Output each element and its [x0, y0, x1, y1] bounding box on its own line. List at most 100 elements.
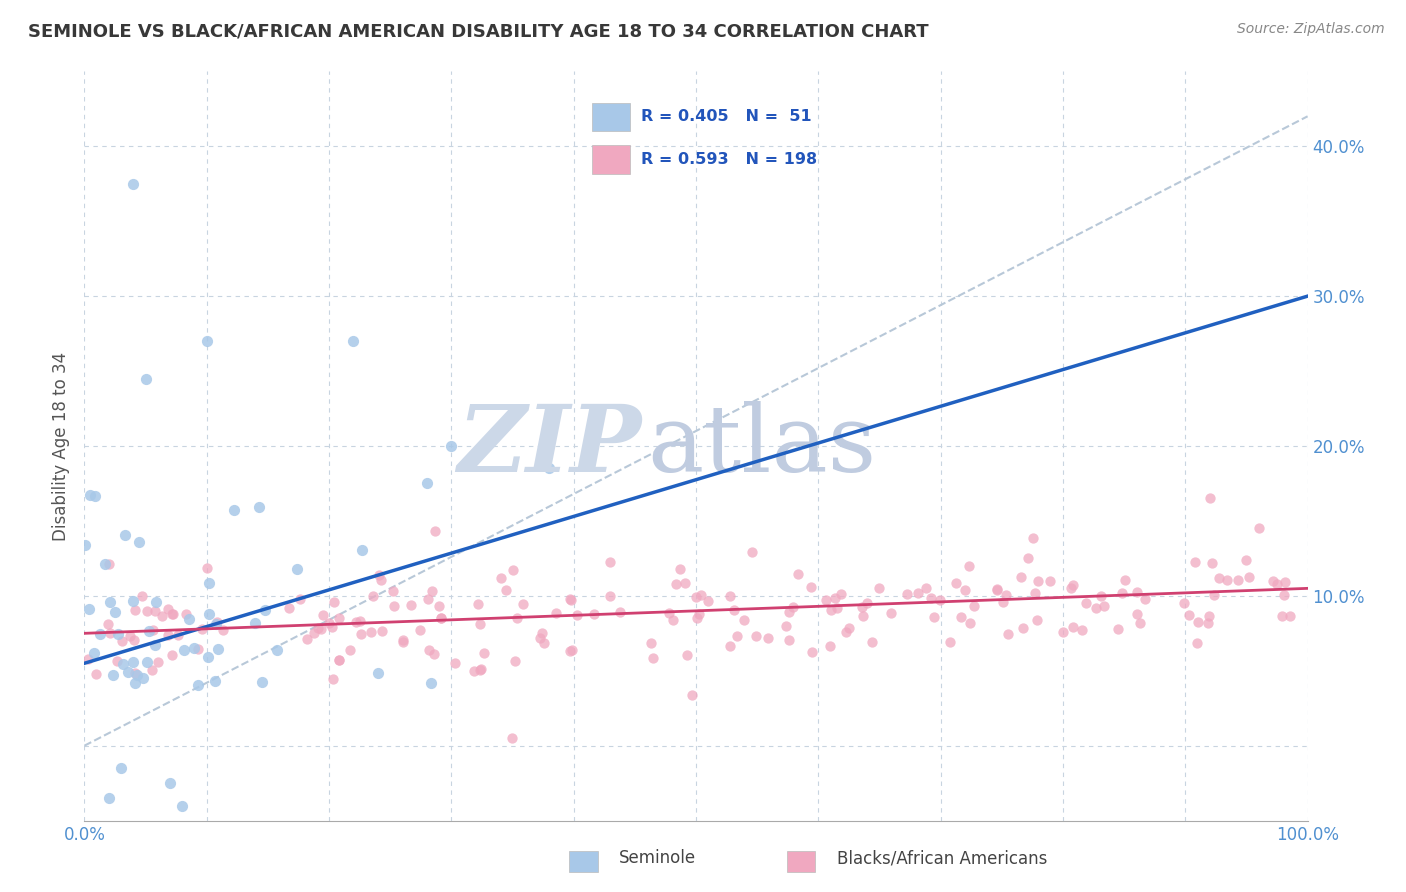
Point — [1278, 608, 1301, 623]
Point — [830, 587, 852, 601]
FancyBboxPatch shape — [592, 103, 630, 131]
Point — [1272, 588, 1295, 602]
Point — [820, 603, 842, 617]
Point — [993, 595, 1015, 609]
Point — [124, 666, 146, 681]
Point — [76, 651, 98, 665]
Point — [922, 609, 945, 624]
Point — [467, 597, 489, 611]
Point — [266, 643, 288, 657]
Point — [744, 629, 766, 643]
Point — [253, 603, 276, 617]
Point — [1070, 623, 1092, 637]
Point — [1265, 577, 1288, 591]
Point — [1010, 570, 1032, 584]
Point — [391, 633, 413, 648]
Point — [307, 621, 329, 635]
Point — [122, 656, 145, 670]
Point — [125, 668, 148, 682]
Point — [786, 566, 808, 581]
Point — [1024, 585, 1046, 599]
Point — [321, 620, 343, 634]
Point — [1090, 590, 1112, 604]
Point — [825, 600, 848, 615]
FancyBboxPatch shape — [592, 145, 630, 174]
Point — [172, 798, 194, 813]
Point — [122, 593, 145, 607]
Point — [697, 594, 720, 608]
Text: SEMINOLE VS BLACK/AFRICAN AMERICAN DISABILITY AGE 18 TO 34 CORRELATION CHART: SEMINOLE VS BLACK/AFRICAN AMERICAN DISAB… — [28, 22, 929, 40]
Point — [675, 648, 697, 662]
Point — [718, 639, 741, 653]
Point — [544, 607, 567, 621]
Point — [150, 609, 173, 624]
Point — [1111, 585, 1133, 599]
Point — [360, 625, 382, 640]
Point — [1114, 573, 1136, 587]
Point — [371, 624, 394, 639]
Point — [195, 561, 218, 575]
Point — [815, 592, 838, 607]
Point — [1084, 601, 1107, 615]
Point — [852, 608, 875, 623]
Point — [505, 654, 527, 668]
Point — [860, 635, 883, 649]
Point — [641, 650, 664, 665]
Point — [110, 633, 132, 648]
Point — [391, 635, 413, 649]
Point — [1237, 570, 1260, 584]
Point — [94, 557, 117, 571]
Point — [530, 626, 553, 640]
Point — [1017, 550, 1039, 565]
Point — [1026, 574, 1049, 588]
Point — [344, 615, 367, 629]
Point — [658, 606, 681, 620]
Point — [174, 607, 197, 621]
Point — [122, 632, 145, 647]
Point — [427, 599, 450, 613]
Point — [506, 611, 529, 625]
Point — [1107, 622, 1129, 636]
Point — [915, 582, 938, 596]
Point — [141, 663, 163, 677]
Point — [444, 656, 467, 670]
Point — [349, 615, 371, 629]
Point — [110, 761, 132, 775]
Point — [920, 591, 942, 606]
Point — [195, 334, 218, 348]
Point — [756, 631, 779, 645]
Point — [222, 503, 245, 517]
Point — [1039, 574, 1062, 588]
Point — [963, 599, 986, 614]
Point — [733, 613, 755, 627]
Point — [191, 622, 214, 636]
Point — [1198, 608, 1220, 623]
Point — [138, 624, 160, 638]
Point — [247, 500, 270, 514]
Point — [156, 602, 179, 616]
Point — [143, 604, 166, 618]
Point — [97, 617, 120, 632]
Point — [187, 642, 209, 657]
Point — [89, 627, 111, 641]
Text: ZIP: ZIP — [457, 401, 641, 491]
Point — [83, 646, 105, 660]
Point — [107, 627, 129, 641]
Point — [950, 610, 973, 624]
Point — [538, 461, 561, 475]
Y-axis label: Disability Age 18 to 34: Disability Age 18 to 34 — [52, 351, 70, 541]
Point — [173, 643, 195, 657]
Point — [1011, 621, 1033, 635]
Point — [418, 642, 440, 657]
Point — [824, 591, 846, 606]
Point — [997, 627, 1019, 641]
Point — [959, 616, 981, 631]
Point — [197, 650, 219, 665]
Point — [167, 628, 190, 642]
Point — [183, 641, 205, 656]
Point — [560, 591, 582, 606]
Point — [204, 674, 226, 689]
Point — [104, 605, 127, 619]
Point — [1178, 607, 1201, 622]
Point — [381, 583, 404, 598]
